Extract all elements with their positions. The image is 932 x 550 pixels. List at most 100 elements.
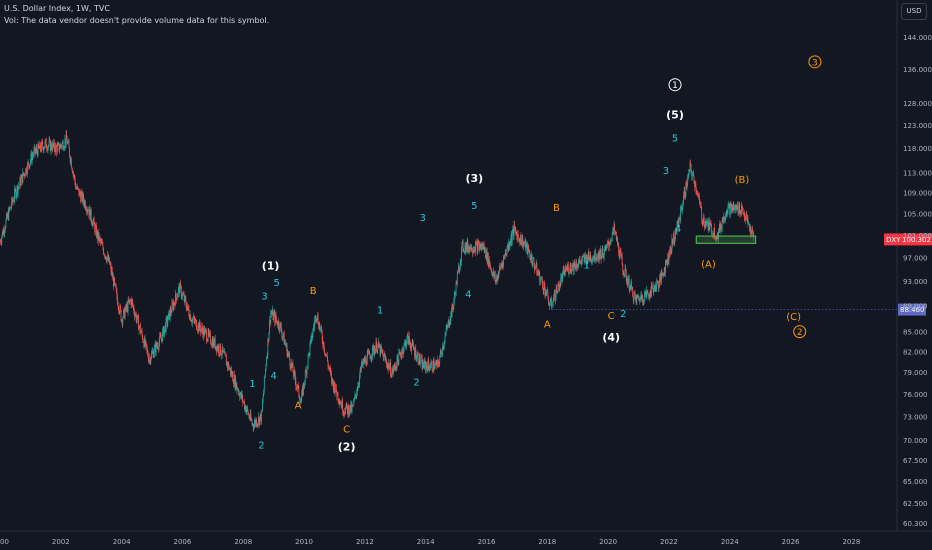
candle-body (577, 262, 579, 267)
candle-body (346, 406, 348, 414)
candle-body (371, 356, 373, 359)
candle-body (132, 301, 134, 306)
candle-body (495, 280, 497, 282)
candle-body (98, 232, 100, 242)
candle-body (372, 345, 373, 357)
candle-body (585, 258, 587, 264)
candle-body (344, 413, 346, 415)
candle-body (527, 243, 528, 254)
candle-body (621, 254, 622, 257)
candle-body (186, 307, 188, 311)
candle-body (633, 292, 635, 301)
symbol-title[interactable]: U.S. Dollar Index, 1W, TVC (4, 4, 110, 13)
candle-body (574, 261, 576, 267)
candle-body (626, 278, 628, 281)
candle-body (262, 401, 263, 410)
candle-body (76, 188, 78, 189)
candle-body (543, 283, 545, 287)
candle-body (197, 330, 199, 331)
candle-body (373, 349, 375, 354)
candle-body (45, 139, 47, 142)
candle-body (0, 241, 1, 243)
candle-body (446, 327, 448, 329)
candle-body (192, 319, 194, 320)
candle-body (420, 357, 422, 363)
time-axis[interactable]: 00 2002 2004 2006 2008 2010 2012 2014 2016 2018 20… (0, 538, 860, 546)
y-tick-label: 60.300 (903, 520, 928, 528)
candle-body (179, 285, 180, 293)
candle-body (353, 400, 355, 406)
candle-body (324, 352, 326, 356)
candle-body (307, 354, 309, 366)
candle-body (218, 353, 220, 355)
candle-body (135, 313, 137, 322)
price-axis[interactable]: 144.000 136.000 128.000 123.000 118.000 113.0… (903, 34, 932, 528)
candle-body (91, 220, 93, 224)
candle-body (489, 265, 491, 267)
wave-label: 3 (812, 58, 818, 68)
candle-body (281, 331, 283, 338)
candle-body (270, 312, 272, 323)
candle-body (370, 357, 372, 359)
candle-body (301, 392, 303, 401)
x-tick-label: 2024 (721, 538, 739, 546)
candle-body (596, 257, 597, 261)
candle-body (534, 267, 536, 270)
candle-body (705, 221, 707, 226)
candle-body (752, 232, 754, 238)
candle-body (722, 220, 724, 223)
candle-body (228, 368, 230, 370)
candle-body (86, 209, 88, 212)
candle-body (147, 351, 149, 358)
candle-body (489, 259, 490, 266)
candle-body (17, 186, 18, 194)
candle-body (279, 323, 281, 331)
candle-body (574, 266, 576, 269)
candle-body (58, 143, 60, 151)
candle-body (150, 358, 152, 363)
candle-body (312, 329, 314, 336)
candle-body (217, 346, 218, 351)
candle-body (635, 296, 637, 299)
candle-body (469, 246, 470, 252)
candle-body (374, 349, 376, 354)
support-zone-box[interactable] (695, 235, 757, 244)
candle-body (104, 254, 106, 257)
candle-body (345, 403, 347, 408)
candle-body (56, 145, 58, 153)
currency-button[interactable]: USD (901, 3, 927, 20)
candle-body (415, 348, 417, 360)
candle-body (15, 189, 17, 198)
wave-label: 4 (270, 371, 276, 382)
candle-body (127, 304, 128, 312)
candle-body (516, 233, 518, 240)
candle-body (552, 305, 553, 307)
candle-body (713, 227, 715, 237)
candle-body (651, 283, 652, 296)
candle-body (92, 221, 94, 226)
candle-body (558, 283, 559, 285)
candle-body (352, 405, 354, 407)
candle-body (498, 266, 500, 273)
candle-body (738, 212, 739, 214)
candle-body (400, 355, 402, 357)
candle-body (467, 247, 469, 251)
candle-body (44, 146, 45, 149)
candle-body (483, 244, 484, 250)
candle-body (669, 250, 670, 259)
candle-body (496, 277, 498, 282)
candle-body (237, 389, 239, 392)
candle-body (343, 412, 345, 415)
candle-body (745, 214, 747, 217)
candle-body (55, 144, 56, 153)
candle-body (692, 171, 694, 175)
candle-body (249, 417, 251, 420)
candle-body (246, 406, 248, 411)
candle-body (510, 242, 511, 245)
candle-body (317, 315, 318, 321)
candle-body (57, 144, 59, 146)
candle-body (255, 420, 257, 425)
candle-body (703, 217, 705, 225)
candle-body (207, 330, 209, 340)
